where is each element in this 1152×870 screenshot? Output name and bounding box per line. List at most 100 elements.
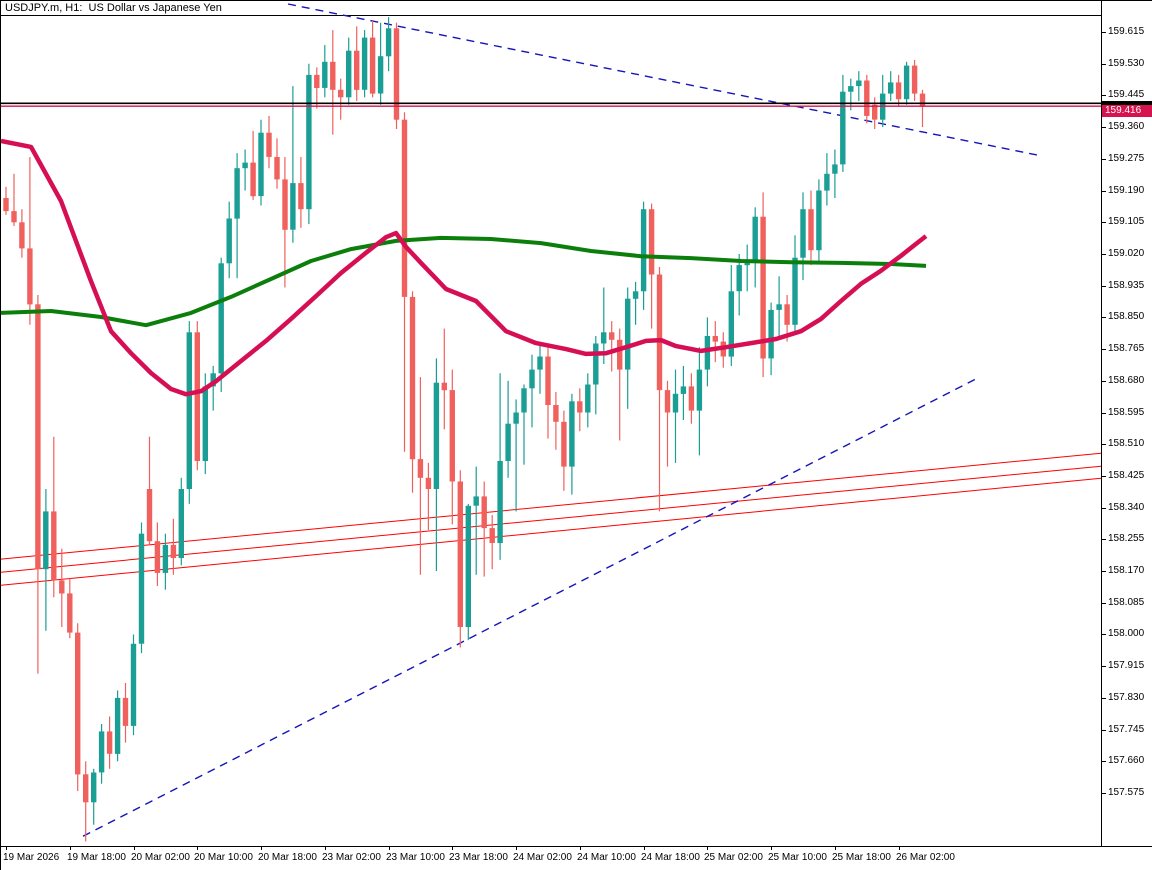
- candle-body: [601, 332, 607, 344]
- candle-body: [848, 86, 854, 92]
- price-axis-label: 158.595: [1108, 407, 1145, 418]
- price-axis-label: 158.340: [1108, 502, 1145, 513]
- slow-ma-line[interactable]: [1, 235, 927, 328]
- candle-body: [122, 697, 129, 726]
- price-axis-label: 158.680: [1108, 375, 1145, 386]
- candle-body: [561, 421, 567, 467]
- candle-body: [306, 74, 312, 210]
- candle-body: [497, 461, 503, 544]
- price-axis-label: 159.190: [1108, 185, 1145, 196]
- candle-body: [545, 356, 551, 405]
- candle-body: [425, 477, 432, 489]
- candle-body: [51, 511, 57, 581]
- candle-body: [202, 386, 208, 461]
- candle-body: [505, 423, 511, 461]
- candle-body: [840, 91, 846, 165]
- candle-body: [513, 412, 519, 424]
- candle-body: [369, 37, 376, 94]
- time-axis-label: 25 Mar 18:00: [832, 852, 891, 863]
- trendlines: [82, 3, 1042, 837]
- candle-body: [656, 274, 663, 391]
- candle-body: [170, 544, 177, 558]
- candle-body: [27, 248, 33, 305]
- time-axis-label: 20 Mar 10:00: [194, 852, 253, 863]
- channel-lines[interactable]: [1, 452, 1102, 586]
- candle-body: [537, 356, 543, 370]
- candle-body: [194, 332, 200, 461]
- time-axis-label: 24 Mar 10:00: [577, 852, 636, 863]
- ascending-trendline[interactable]: [82, 378, 977, 837]
- candle-body: [146, 489, 153, 542]
- candle-body: [640, 209, 647, 292]
- candle-body: [617, 339, 623, 370]
- candle-body: [242, 162, 248, 169]
- candle-body: [162, 544, 169, 573]
- fast-ma-line[interactable]: [1, 138, 928, 397]
- candle-body: [489, 528, 495, 543]
- candles-series[interactable]: [3, 17, 926, 842]
- candle-body: [465, 505, 471, 627]
- candle-body: [314, 74, 320, 88]
- price-axis-label: 158.085: [1108, 597, 1145, 608]
- candle-body: [768, 309, 774, 359]
- channel-line: [1, 452, 1102, 560]
- candle-body: [114, 697, 121, 754]
- candle-body: [704, 336, 711, 370]
- candle-body: [593, 343, 599, 385]
- price-axis-label: 158.255: [1108, 533, 1145, 544]
- candle-body: [680, 386, 687, 394]
- price-axis-label: 158.765: [1108, 343, 1145, 354]
- candle-body: [688, 386, 695, 411]
- candle-body: [75, 632, 81, 775]
- price-axis-label: 159.615: [1108, 26, 1145, 37]
- candle-body: [864, 80, 870, 116]
- time-axis-label: 23 Mar 18:00: [449, 852, 508, 863]
- price-axis-label: 158.850: [1108, 311, 1145, 322]
- candle-body: [210, 373, 216, 387]
- candle-body: [872, 104, 878, 120]
- candle-body: [138, 533, 145, 644]
- descending-trendline[interactable]: [287, 3, 1042, 157]
- price-axis-label: 159.275: [1108, 153, 1145, 164]
- candle-body: [67, 593, 73, 633]
- candle-body: [784, 304, 790, 325]
- candle-body: [760, 216, 766, 359]
- candle-body: [911, 65, 918, 94]
- candle-body: [186, 332, 192, 489]
- candle-body: [361, 37, 368, 90]
- candle-body: [83, 774, 89, 803]
- price-axis-label: 158.000: [1108, 628, 1145, 639]
- candle-body: [234, 168, 240, 219]
- candle-body: [330, 61, 336, 90]
- chart-title-text: USDJPY.m, H1: US Dollar vs Japanese Yen: [5, 2, 222, 14]
- candle-body: [154, 541, 161, 573]
- candle-body: [106, 731, 113, 754]
- candle-body: [59, 580, 65, 594]
- candle-body: [895, 82, 902, 100]
- time-axis-label: 19 Mar 18:00: [67, 852, 126, 863]
- candle-body: [290, 183, 296, 230]
- candle-body: [664, 390, 671, 413]
- candle-body: [298, 183, 304, 210]
- candle-body: [338, 89, 344, 98]
- time-axis-label: 19 Mar 2026: [3, 852, 60, 863]
- candle-body: [43, 511, 49, 570]
- candle-body: [98, 731, 105, 773]
- candle-body: [521, 388, 527, 413]
- price-axis-label: 158.510: [1108, 438, 1145, 449]
- candle-body: [266, 132, 272, 157]
- channel-line: [1, 465, 1102, 573]
- candle-body: [609, 332, 615, 340]
- candle-body: [585, 384, 591, 413]
- price-axis-label: 158.935: [1108, 280, 1145, 291]
- candle-body: [481, 496, 487, 529]
- candle-body: [3, 198, 9, 212]
- channel-line: [1, 477, 1102, 586]
- candle-body: [322, 61, 328, 88]
- candle-body: [529, 369, 535, 389]
- price-axis-label: 159.105: [1108, 216, 1145, 227]
- candle-body: [888, 82, 894, 94]
- candle-body: [11, 211, 17, 223]
- candle-body: [441, 382, 447, 391]
